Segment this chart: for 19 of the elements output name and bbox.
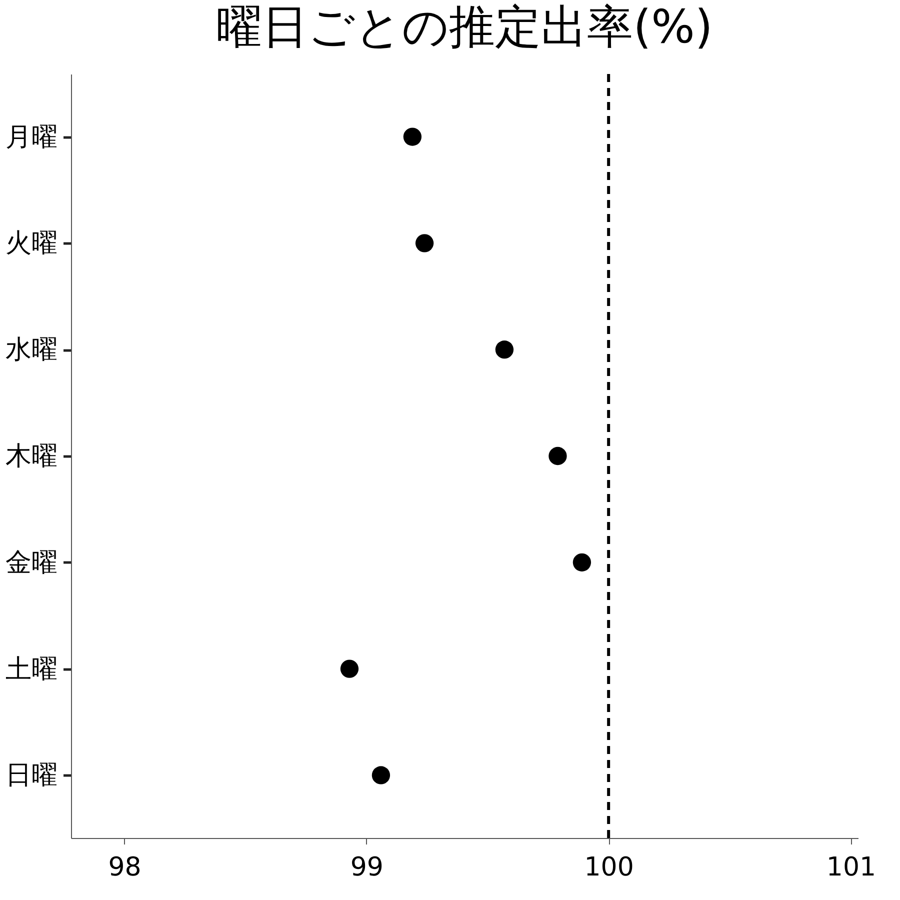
x-tick-label: 98: [108, 852, 142, 882]
point: [340, 660, 359, 678]
x-tick-label: 101: [826, 852, 876, 882]
chart-title: 曜日ごとの推定出率(%): [216, 0, 713, 54]
point: [548, 446, 567, 466]
point: [403, 128, 422, 146]
y-tick-label: 土曜: [6, 654, 58, 684]
y-tick-label: 水曜: [6, 335, 58, 366]
point: [415, 234, 434, 252]
point: [372, 766, 390, 784]
y-tick-label: 金曜: [6, 548, 58, 578]
x-tick-label: 99: [350, 852, 384, 882]
point: [572, 553, 592, 572]
y-tick-label: 火曜: [6, 228, 58, 259]
y-tick-label: 月曜: [6, 122, 58, 152]
y-tick-label: 日曜: [6, 760, 58, 791]
point: [495, 340, 514, 359]
x-tick-label: 100: [584, 852, 634, 882]
y-tick-label: 木曜: [6, 442, 58, 472]
